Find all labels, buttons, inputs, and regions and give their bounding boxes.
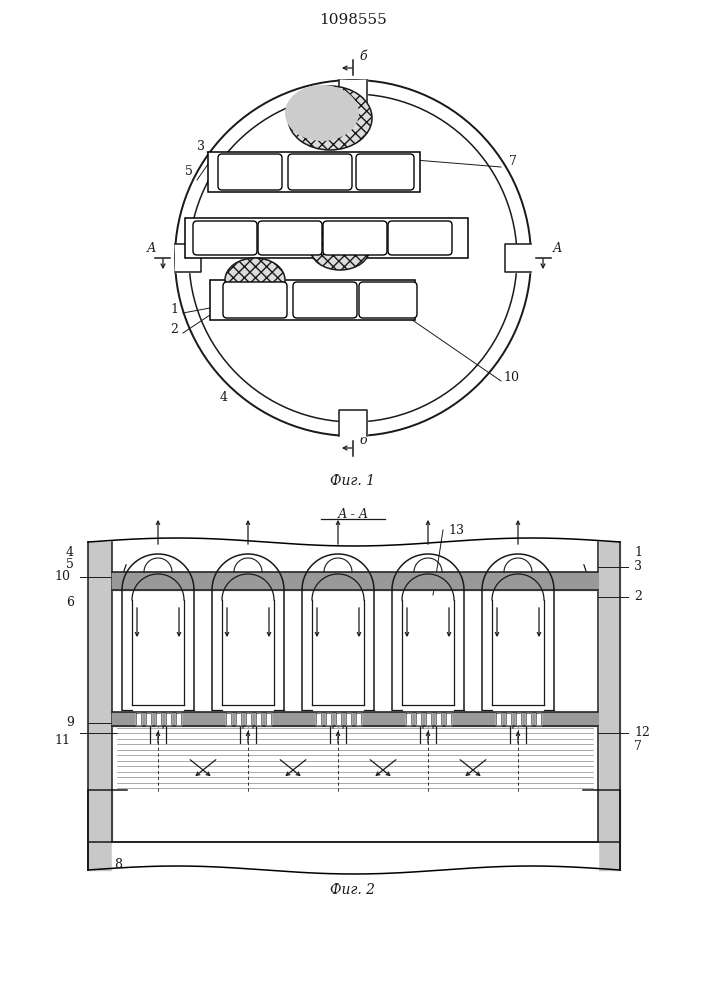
Polygon shape bbox=[339, 80, 367, 106]
Text: А: А bbox=[146, 241, 156, 254]
FancyBboxPatch shape bbox=[356, 154, 414, 190]
Text: 4: 4 bbox=[66, 546, 74, 558]
Text: 2: 2 bbox=[170, 323, 178, 336]
FancyBboxPatch shape bbox=[223, 282, 287, 318]
FancyBboxPatch shape bbox=[193, 221, 257, 255]
Text: 10: 10 bbox=[54, 570, 70, 584]
Text: б: б bbox=[359, 49, 367, 62]
Ellipse shape bbox=[288, 86, 372, 150]
Text: 8: 8 bbox=[114, 857, 122, 870]
Text: Фиг. 2: Фиг. 2 bbox=[330, 883, 375, 897]
FancyBboxPatch shape bbox=[293, 282, 357, 318]
FancyBboxPatch shape bbox=[258, 221, 322, 255]
Polygon shape bbox=[505, 244, 531, 272]
Text: 6: 6 bbox=[66, 595, 74, 608]
Text: 5: 5 bbox=[66, 558, 74, 570]
Polygon shape bbox=[175, 244, 201, 272]
Bar bbox=[185, 218, 468, 258]
Text: 1: 1 bbox=[170, 303, 178, 316]
Text: б: б bbox=[359, 434, 367, 448]
Polygon shape bbox=[339, 410, 367, 436]
Text: А - А: А - А bbox=[337, 508, 368, 520]
FancyBboxPatch shape bbox=[288, 154, 352, 190]
Text: 4: 4 bbox=[220, 391, 228, 404]
FancyBboxPatch shape bbox=[323, 221, 387, 255]
Text: 7: 7 bbox=[634, 740, 642, 752]
Ellipse shape bbox=[285, 85, 359, 141]
FancyBboxPatch shape bbox=[388, 221, 452, 255]
Ellipse shape bbox=[225, 258, 285, 302]
Text: Фиг. 1: Фиг. 1 bbox=[330, 474, 375, 488]
Text: 11: 11 bbox=[54, 734, 70, 746]
Text: 10: 10 bbox=[503, 371, 519, 384]
Text: 3: 3 bbox=[634, 560, 642, 574]
FancyBboxPatch shape bbox=[218, 154, 282, 190]
Circle shape bbox=[175, 80, 531, 436]
Text: 9: 9 bbox=[66, 716, 74, 730]
Bar bbox=[208, 152, 420, 192]
Text: 2: 2 bbox=[634, 590, 642, 603]
Text: 12: 12 bbox=[634, 726, 650, 740]
Bar bbox=[210, 280, 415, 320]
Circle shape bbox=[189, 94, 517, 422]
Text: А: А bbox=[552, 241, 562, 254]
Text: 7: 7 bbox=[509, 155, 517, 168]
FancyBboxPatch shape bbox=[359, 282, 417, 318]
Text: 5: 5 bbox=[185, 165, 193, 178]
Text: 1: 1 bbox=[634, 546, 642, 558]
Ellipse shape bbox=[310, 226, 370, 270]
Text: 3: 3 bbox=[197, 140, 205, 153]
Text: 1098555: 1098555 bbox=[319, 13, 387, 27]
Text: 13: 13 bbox=[448, 524, 464, 536]
